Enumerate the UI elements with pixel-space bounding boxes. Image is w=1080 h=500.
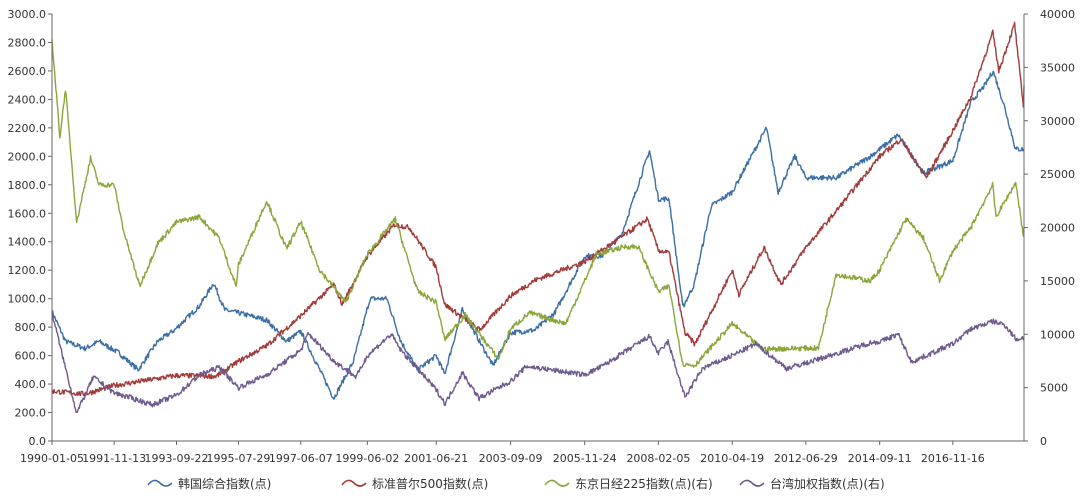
y-right-tick-label: 20000 — [1040, 222, 1075, 235]
y-left-tick-label: 400.0 — [15, 378, 47, 391]
legend-item-1: 韩国综合指数(点) — [147, 476, 271, 491]
x-tick-label: 2001-06-21 — [404, 452, 468, 465]
y-right-tick-label: 15000 — [1040, 275, 1075, 288]
y-right-tick-label: 10000 — [1040, 328, 1075, 341]
legend-swatch — [739, 479, 765, 487]
x-tick-label: 2008-02-05 — [626, 452, 690, 465]
y-left-tick-label: 1400.0 — [8, 236, 47, 249]
legend-label: 台湾加权指数(点)(右) — [770, 476, 885, 491]
x-tick-label: 2003-09-09 — [479, 452, 543, 465]
x-tick-label: 2016-11-16 — [921, 452, 985, 465]
legend-item-4: 台湾加权指数(点)(右) — [739, 476, 885, 491]
y-right-tick-label: 5000 — [1040, 382, 1068, 395]
y-right-tick-label: 40000 — [1040, 8, 1075, 21]
y-right-tick-label: 30000 — [1040, 115, 1075, 128]
y-right-tick-label: 25000 — [1040, 168, 1075, 181]
x-tick-label: 1995-07-29 — [206, 452, 270, 465]
y-left-tick-label: 1600.0 — [8, 207, 47, 220]
series-layer — [51, 21, 1025, 413]
y-left-tick-label: 2800.0 — [8, 36, 47, 49]
x-tick-label: 1991-11-13 — [82, 452, 146, 465]
x-tick-label: 1999-06-02 — [335, 452, 399, 465]
y-left-tick-label: 1800.0 — [8, 179, 47, 192]
y-left-tick-label: 3000.0 — [8, 8, 47, 21]
legend-swatch — [147, 479, 173, 487]
legend-swatch — [341, 479, 367, 487]
legend-label: 韩国综合指数(点) — [178, 476, 271, 491]
y-left-tick-label: 1200.0 — [8, 264, 47, 277]
legend-swatch — [544, 479, 570, 487]
legend-label: 东京日经225指数(点)(右) — [575, 476, 713, 491]
legend-item-3: 东京日经225指数(点)(右) — [544, 476, 713, 491]
series-line-3 — [51, 39, 1025, 368]
y-left-tick-label: 600.0 — [15, 350, 47, 363]
y-left-tick-label: 2600.0 — [8, 65, 47, 78]
y-left-tick-label: 1000.0 — [8, 293, 47, 306]
x-tick-label: 2014-09-11 — [848, 452, 912, 465]
legend-label: 标准普尔500指数(点) — [372, 476, 488, 491]
y-left-tick-label: 200.0 — [15, 407, 47, 420]
x-tick-label: 1990-01-05 — [20, 452, 84, 465]
x-tick-label: 2010-04-19 — [700, 452, 764, 465]
series-line-1 — [51, 70, 1025, 400]
legend-item-2: 标准普尔500指数(点) — [341, 476, 488, 491]
legend: 韩国综合指数(点) 标准普尔500指数(点) 东京日经225指数(点)(右) 台湾加权… — [147, 476, 885, 491]
y-left-tick-label: 2400.0 — [8, 93, 47, 106]
x-tick-label: 2005-11-24 — [553, 452, 617, 465]
y-right-tick-label: 35000 — [1040, 61, 1075, 74]
x-tick-label: 1997-06-07 — [269, 452, 333, 465]
y-right-tick-label: 0 — [1040, 435, 1047, 448]
series-line-2 — [51, 21, 1025, 397]
series-line-4 — [51, 312, 1025, 413]
x-tick-label: 2012-06-29 — [774, 452, 838, 465]
y-left-tick-label: 2200.0 — [8, 122, 47, 135]
y-left-tick-label: 2000.0 — [8, 150, 47, 163]
y-left-tick-label: 800.0 — [15, 321, 47, 334]
x-tick-label: 1993-09-22 — [145, 452, 209, 465]
y-left-tick-label: 0.0 — [29, 435, 47, 448]
axes-layer: 0.0 200.0 400.0 600.0 800.0 1000.0 1200.0 1400.… — [8, 8, 1076, 465]
